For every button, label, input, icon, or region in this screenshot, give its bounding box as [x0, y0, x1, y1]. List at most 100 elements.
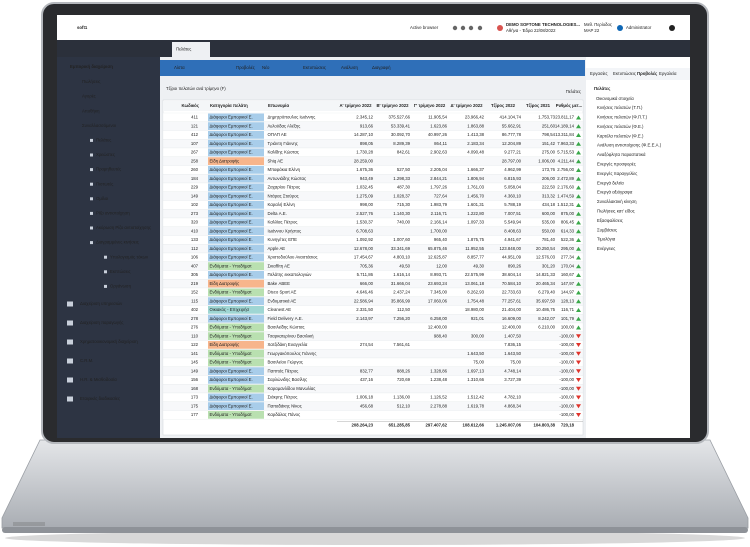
module-item[interactable]: H.R. & Μισθοδοσία: [80, 377, 117, 382]
category-tag: [208, 218, 264, 227]
column-header[interactable]: Δ' τρίμηνο 2022: [450, 103, 483, 108]
column-header[interactable]: Ρυθμός μετ...: [556, 103, 583, 108]
cell: 273: [191, 211, 199, 216]
toolbar-button[interactable]: Λίστα: [174, 65, 185, 70]
cell: Διάφοροι Εμπορικοί Ε.: [210, 272, 253, 277]
cell: Διάφοροι Εμπορικοί Ε.: [210, 368, 253, 373]
menu-item[interactable]: Πελάτες: [96, 138, 111, 143]
menu-item[interactable]: Ακύρωση Ρίζο αντιστοίχησης: [96, 225, 151, 230]
panel-item[interactable]: Εξασφαλίσεις: [597, 218, 623, 223]
cell: 1.136,00: [393, 395, 410, 400]
module-item[interactable]: Διαχείριση παραγωγής: [80, 320, 124, 325]
panel-tab[interactable]: Προβολές: [637, 71, 658, 76]
toolbar-button[interactable]: Νέο: [262, 65, 270, 70]
trend-arrow: [576, 246, 581, 251]
cell: 1.643,50: [467, 351, 484, 356]
cell: -100,00: [559, 403, 574, 408]
module-item[interactable]: C.R.M.: [80, 358, 93, 363]
cell: 410: [191, 228, 199, 233]
menu-item[interactable]: Συναλλασσόμενοι: [82, 123, 116, 128]
panel-item[interactable]: Συμβάσεις: [597, 227, 617, 232]
cell: 5.788,19: [504, 202, 521, 207]
cell: 5.058,04: [504, 185, 521, 190]
cell: 1.238,48: [430, 377, 447, 382]
trend-arrow: [576, 299, 581, 304]
column-header[interactable]: Τζίρος 2022: [491, 103, 516, 108]
panel-item[interactable]: Ενέργειες: [597, 246, 615, 251]
module-item[interactable]: Εταιρικές διαδικασίες: [80, 396, 120, 401]
panel-tab[interactable]: Εκτυπώσεις: [613, 71, 636, 76]
panel-item[interactable]: Ανάλυση αντιστοίχισης (Φ.Ε.Ε.Α.): [597, 143, 662, 148]
menu-item[interactable]: Υπολογισμός τόκων: [110, 254, 148, 259]
menu-item[interactable]: Οργάνωση: [110, 284, 132, 289]
toolbar-button[interactable]: Προβολές: [236, 65, 255, 70]
cell: -100,00: [559, 368, 574, 373]
menu-item[interactable]: Ομίλοι: [96, 196, 108, 201]
panel-item[interactable]: Ενεργά αξιόγραφα: [597, 190, 633, 195]
cell: 4.090,48: [467, 150, 484, 155]
panel-item[interactable]: Κινήσεις πελατών (Φ.Π.Τ.): [597, 115, 648, 120]
menu-item[interactable]: Εκπτώσεις: [110, 269, 131, 274]
menu-item[interactable]: Διαγραμμένες κινήσεις: [96, 240, 139, 245]
cell: 7.836,15: [504, 342, 521, 347]
cell: 988,40: [434, 333, 448, 338]
panel-item[interactable]: Καρτέλα πελατών (Φ.Ε.): [597, 133, 644, 138]
table-row[interactable]: [162, 410, 584, 420]
cell: 1.006,18: [356, 395, 373, 400]
panel-item[interactable]: Ενεργές προσφορές: [597, 162, 636, 167]
cell: 23.693,24: [428, 281, 448, 286]
toolbar-button[interactable]: Εκτυπώσεις: [303, 65, 326, 70]
panel-item[interactable]: Κινήσεις πελατών (Τ.Π.): [597, 105, 643, 110]
column-header[interactable]: Β' τρίμηνο 2022: [376, 103, 409, 108]
panel-item[interactable]: Κινήσεις πελατών (Φ.Ε.): [597, 124, 644, 129]
menu-item[interactable]: Πωλήσεις: [82, 79, 101, 84]
panel-item[interactable]: Ενεργά δελτία: [597, 180, 624, 185]
column-header[interactable]: Γ' τρίμηνο 2022: [414, 103, 446, 108]
category-tag: [208, 201, 264, 209]
column-header[interactable]: Κατηγορία πελάτη: [210, 103, 248, 108]
module-icon: [67, 301, 73, 307]
menu-item[interactable]: Ρίζο αντιστοίχηση: [96, 211, 130, 216]
menu-item[interactable]: Πιστωτές: [96, 181, 113, 186]
cell: Ενδύματα - Υποδήματ: [210, 351, 252, 356]
menu-item[interactable]: Αποθήκη: [82, 108, 100, 113]
category-tag: [208, 271, 264, 279]
cell: Διάφοροι Εμπορικοί Ε.: [210, 395, 253, 400]
cell: 1.456,70: [467, 193, 484, 198]
module-icon: [67, 339, 73, 345]
column-header[interactable]: Τζίρος 2021: [526, 103, 551, 108]
tab-label: Πελάτες: [176, 47, 191, 52]
toolbar-button[interactable]: Ανάλυση: [341, 65, 358, 70]
cell: 274,54: [360, 342, 374, 347]
cell: 4.360,10: [504, 193, 521, 198]
menu-item[interactable]: Αγορές: [82, 94, 96, 99]
trend-arrow: [576, 133, 581, 137]
cell: 65.875,46: [428, 246, 448, 251]
toolbar-button[interactable]: Διαγραφή: [372, 65, 391, 70]
column-header[interactable]: Επωνυμία: [268, 103, 289, 108]
panel-tab[interactable]: Εργασίες: [590, 71, 608, 76]
active-tab[interactable]: [172, 42, 210, 57]
column-header[interactable]: Κωδικός: [181, 103, 199, 108]
panel-item[interactable]: Αναξόφλητα παραστατικά: [597, 152, 646, 157]
menu-item[interactable]: Προμηθευτές: [96, 167, 121, 172]
total-cell: 208.264,23: [351, 422, 373, 427]
menu-item[interactable]: Χρεώστες: [96, 152, 115, 157]
cell: 781,40: [542, 237, 556, 242]
cell: 251,60: [542, 123, 556, 128]
panel-item[interactable]: Πωλήσεις κατ' είδος: [597, 209, 635, 214]
menu-bullet: [90, 168, 93, 172]
cell: 1.140,30: [393, 211, 410, 216]
panel-item[interactable]: Ενεργές παραγγελίες: [597, 171, 637, 176]
panel-item[interactable]: Συναλλακτική κίνηση: [597, 199, 637, 204]
cell: 550,00: [542, 228, 556, 233]
module-item[interactable]: Χρηματοοικονομική διαχείριση: [80, 339, 138, 344]
cell: 913,66: [360, 123, 374, 128]
panel-tab[interactable]: Εργαλεία: [659, 71, 677, 76]
cell: 107: [191, 141, 199, 146]
cell: 4.748,14: [504, 368, 521, 373]
user[interactable]: Administrator: [626, 25, 652, 30]
module-item[interactable]: Διαχείριση υπηρεσιών: [80, 301, 122, 306]
column-header[interactable]: Α' τρίμηνο 2022: [339, 103, 372, 108]
panel-item[interactable]: Τιμολόγια: [597, 237, 616, 242]
